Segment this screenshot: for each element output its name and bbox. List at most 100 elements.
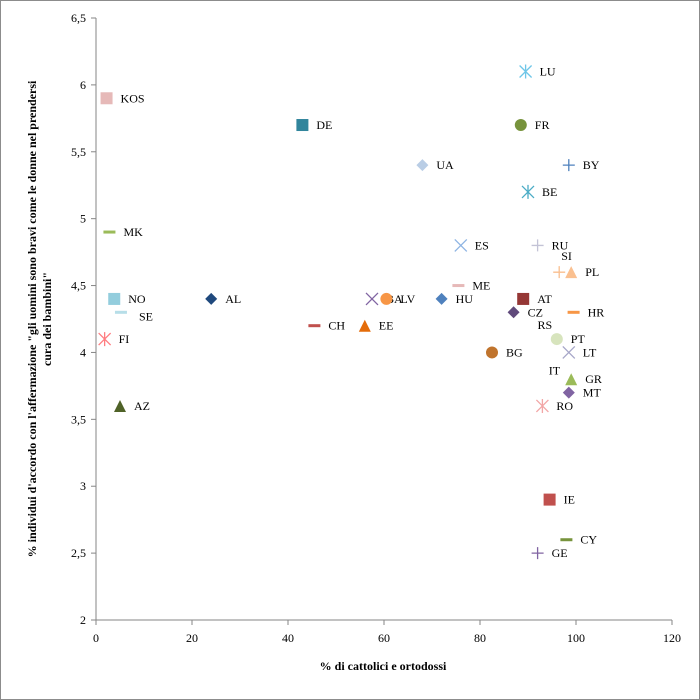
point-de: DE (296, 118, 332, 132)
plus-marker (562, 159, 575, 172)
point-label: KOS (121, 91, 145, 105)
point-label: ME (472, 279, 490, 293)
x-tick-label: 0 (93, 631, 99, 645)
point-es: ES (454, 238, 489, 252)
point-label: EE (379, 319, 394, 333)
y-axis-title-line-1: % individui d'accordo con l'affermazione… (25, 80, 39, 557)
point-mk: MK (103, 225, 143, 239)
asterisk-marker (98, 332, 112, 347)
diamond-marker (507, 306, 520, 319)
circle-marker (514, 119, 527, 132)
point-label: IE (564, 493, 575, 507)
x-tick-label: 40 (282, 631, 294, 645)
x-marker (454, 238, 468, 252)
asterisk-marker (521, 184, 535, 199)
point-se: SE (114, 309, 153, 323)
point-label: UA (436, 158, 454, 172)
point-gr: GR (565, 372, 602, 386)
point-label: LV (400, 292, 415, 306)
circle-marker (550, 333, 563, 346)
dash-marker (452, 284, 465, 288)
dash-marker (560, 538, 573, 542)
y-tick-label: 6,5 (71, 11, 86, 25)
plus-marker (531, 547, 544, 560)
point-pt: PT (550, 332, 585, 346)
point-fr: FR (514, 118, 550, 132)
dash-marker (567, 310, 580, 314)
y-tick-label: 3 (80, 479, 86, 493)
point-label: HU (456, 292, 474, 306)
square-marker (296, 119, 309, 132)
point-ch: CH (308, 319, 345, 333)
plus-marker (553, 266, 566, 279)
point-label: DE (316, 118, 332, 132)
point-label: LT (583, 345, 597, 359)
point-ru: RU (531, 238, 569, 252)
point-lu: LU (519, 64, 556, 79)
point-label: RS (537, 318, 552, 332)
y-tick-label: 5,5 (71, 145, 86, 159)
point-fi: FI (98, 332, 130, 347)
triangle-marker (114, 399, 126, 412)
point-label: ES (475, 238, 489, 252)
dash-marker (103, 230, 116, 234)
diamond-marker (205, 292, 218, 305)
point-bg: BG (486, 345, 523, 359)
asterisk-marker (519, 64, 533, 79)
x-marker (562, 345, 576, 359)
diamond-marker (435, 292, 448, 305)
axes: 2 2,5 3 3,5 4 4,5 5 5,5 6 6,5 0 20 40 60 80 100 120 (71, 11, 681, 645)
y-tick-label: 6 (80, 78, 86, 92)
y-tick-label: 4,5 (71, 279, 86, 293)
point-label: AT (537, 292, 552, 306)
x-tick-label: 100 (567, 631, 585, 645)
square-marker (517, 292, 530, 305)
point-ua: UA (416, 158, 454, 172)
circle-marker (486, 346, 498, 359)
point-rs: RS (537, 318, 552, 332)
point-label: GE (552, 546, 568, 560)
square-marker (108, 292, 121, 305)
point-si: SI (553, 249, 572, 279)
point-pl: PL (565, 265, 599, 279)
circle-marker (380, 292, 393, 305)
point-label: PL (585, 265, 599, 279)
x-tick-label: 60 (378, 631, 390, 645)
x-tick-label: 20 (186, 631, 198, 645)
point-label: LU (540, 65, 556, 79)
point-at: AT (517, 292, 553, 306)
point-label: SI (561, 249, 572, 263)
point-ie: IE (543, 493, 575, 507)
point-label: AL (225, 292, 241, 306)
square-marker (543, 493, 556, 506)
point-kos: KOS (100, 91, 145, 105)
point-label: FR (535, 118, 550, 132)
point-label: BY (583, 158, 600, 172)
dash-marker (114, 310, 127, 314)
point-label: CZ (528, 305, 543, 319)
point-cz: CZ (507, 305, 543, 319)
diamond-marker (562, 386, 575, 399)
point-it: IT (549, 364, 561, 378)
point-hr: HR (567, 305, 605, 319)
point-me: ME (452, 279, 490, 293)
diamond-marker (416, 159, 429, 172)
point-lv: LV (380, 292, 416, 306)
y-tick-label: 2 (80, 613, 86, 627)
point-ee: EE (358, 319, 394, 333)
point-no: NO (108, 292, 146, 306)
point-label: IT (549, 364, 561, 378)
y-tick-label: 5 (80, 212, 86, 226)
point-lt: LT (562, 345, 597, 359)
point-label: FI (119, 332, 130, 346)
point-label: HR (588, 305, 605, 319)
point-label: CY (580, 533, 597, 547)
x-tick-label: 120 (663, 631, 681, 645)
y-tick-label: 3,5 (71, 412, 86, 426)
point-hu: HU (435, 292, 474, 306)
square-marker (100, 92, 113, 105)
point-ro: RO (535, 399, 573, 413)
point-label: MT (583, 386, 602, 400)
